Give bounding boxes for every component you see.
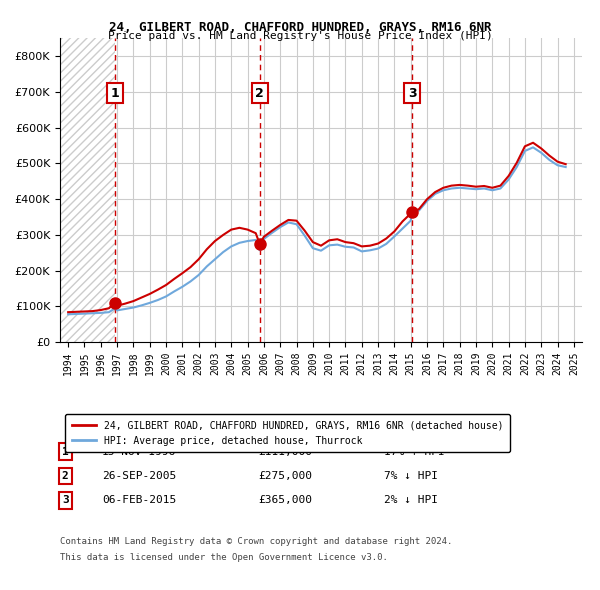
Text: 15-NOV-1996: 15-NOV-1996 <box>102 447 176 457</box>
Text: 2: 2 <box>255 87 264 100</box>
Text: 17% ↑ HPI: 17% ↑ HPI <box>383 447 445 457</box>
Text: 1: 1 <box>111 87 119 100</box>
Text: 3: 3 <box>408 87 416 100</box>
Text: 1: 1 <box>62 447 68 457</box>
Text: £365,000: £365,000 <box>259 495 313 505</box>
Text: Price paid vs. HM Land Registry's House Price Index (HPI): Price paid vs. HM Land Registry's House … <box>107 31 493 41</box>
Text: 26-SEP-2005: 26-SEP-2005 <box>102 471 176 481</box>
Text: 06-FEB-2015: 06-FEB-2015 <box>102 495 176 505</box>
Text: This data is licensed under the Open Government Licence v3.0.: This data is licensed under the Open Gov… <box>60 553 388 562</box>
Text: £275,000: £275,000 <box>259 471 313 481</box>
Text: Contains HM Land Registry data © Crown copyright and database right 2024.: Contains HM Land Registry data © Crown c… <box>60 537 452 546</box>
Text: £111,000: £111,000 <box>259 447 313 457</box>
Legend: 24, GILBERT ROAD, CHAFFORD HUNDRED, GRAYS, RM16 6NR (detached house), HPI: Avera: 24, GILBERT ROAD, CHAFFORD HUNDRED, GRAY… <box>65 414 510 453</box>
Text: 24, GILBERT ROAD, CHAFFORD HUNDRED, GRAYS, RM16 6NR: 24, GILBERT ROAD, CHAFFORD HUNDRED, GRAY… <box>109 21 491 34</box>
Text: 3: 3 <box>62 495 68 505</box>
Text: 7% ↓ HPI: 7% ↓ HPI <box>383 471 437 481</box>
Text: 2: 2 <box>62 471 68 481</box>
Text: 2% ↓ HPI: 2% ↓ HPI <box>383 495 437 505</box>
